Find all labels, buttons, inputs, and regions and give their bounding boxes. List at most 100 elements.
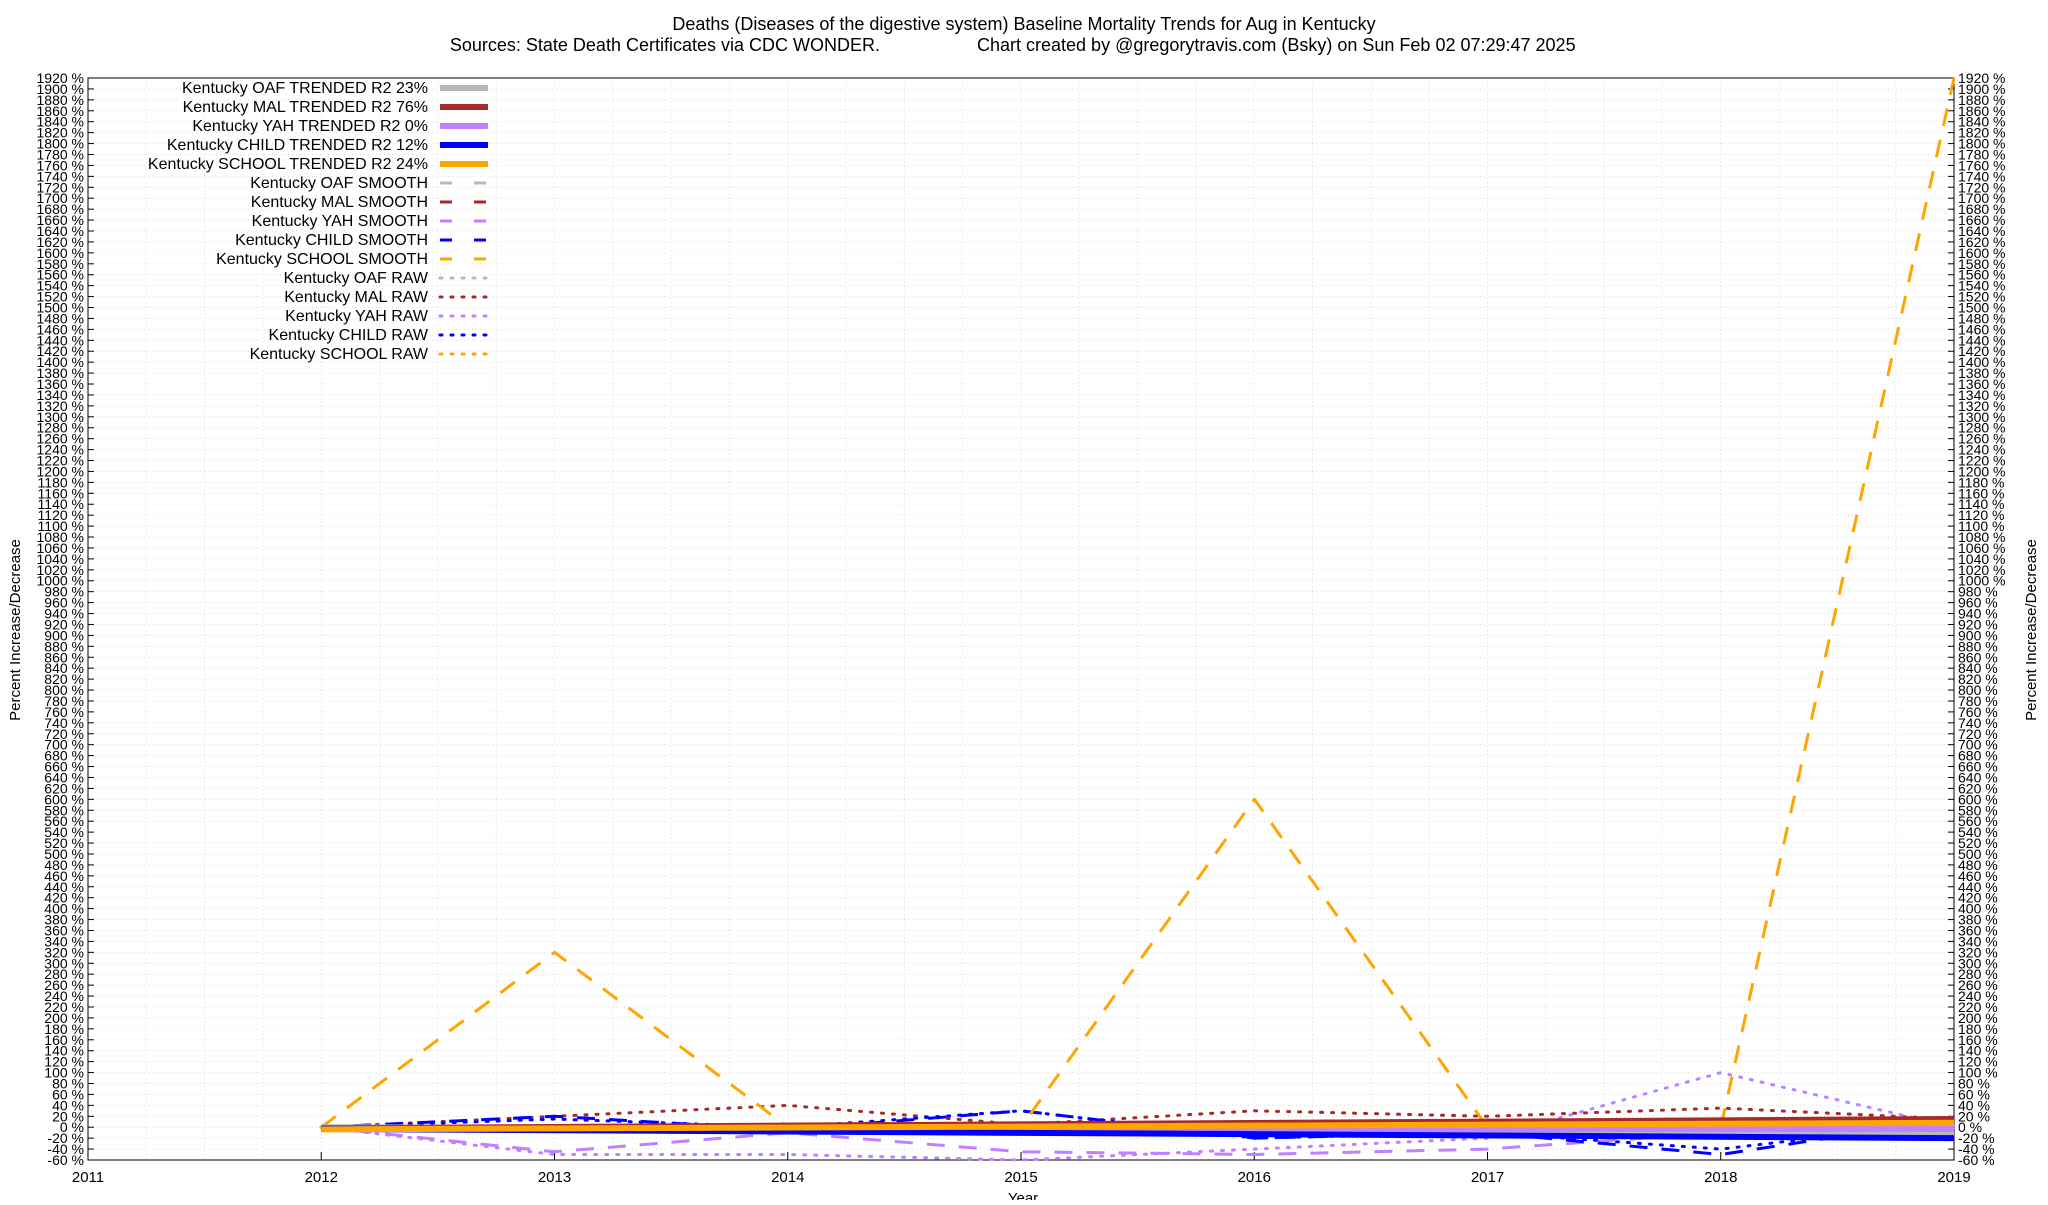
series-line-smooth-7 [321,1125,1955,1156]
y-tick-label-left: 20 % [52,1108,84,1124]
y-tick-label-right: 480 % [1958,857,1998,873]
y-tick-label-left: 1380 % [37,365,84,381]
y-axis-label-left: Percent Increase/Decrease [7,539,24,721]
y-tick-label-right: 1600 % [1958,245,2005,261]
y-tick-label-left: 1480 % [37,310,84,326]
y-tick-label-left: 680 % [44,748,84,764]
y-tick-label-left: 920 % [44,616,84,632]
y-tick-label-left: 760 % [44,704,84,720]
y-tick-label-right: 1140 % [1958,496,2004,512]
y-tick-label-left: 740 % [44,715,84,731]
y-tick-label-right: 600 % [1958,791,1998,807]
y-tick-label-right: 1000 % [1958,573,2005,589]
y-tick-label-left: 420 % [44,890,84,906]
y-tick-label-right: 1020 % [1958,562,2005,578]
x-tick-label: 2015 [1004,1169,1037,1186]
legend-label: Kentucky YAH RAW [285,308,429,325]
y-tick-label-right: 700 % [1958,737,1998,753]
y-tick-label-right: 1240 % [1958,442,2005,458]
y-tick-label-right: 1160 % [1958,485,2004,501]
y-tick-label-right: 1060 % [1958,540,2005,556]
series-line-trend-4 [321,1119,1955,1133]
y-tick-label-left: 880 % [44,638,84,654]
y-tick-label-left: 1700 % [37,190,84,206]
y-tick-label-left: 1840 % [37,114,84,130]
y-tick-label-right: 1620 % [1958,234,2005,250]
legend-label: Kentucky OAF RAW [284,270,429,287]
y-tick-label-right: 740 % [1958,715,1998,731]
y-tick-label-right: 520 % [1958,835,1998,851]
y-tick-label-left: 960 % [44,595,84,611]
y-tick-label-left: 1620 % [37,234,84,250]
y-tick-label-left: 660 % [44,759,84,775]
x-tick-label: 2012 [305,1169,338,1186]
x-tick-label: 2016 [1238,1169,1271,1186]
y-tick-label-left: 140 % [44,1043,84,1059]
y-tick-label-left: 220 % [44,999,84,1015]
y-tick-label-left: 260 % [44,977,84,993]
y-tick-label-left: -40 % [47,1141,84,1157]
y-tick-label-left: 780 % [44,693,84,709]
y-tick-label-left: 1680 % [37,201,84,217]
y-tick-label-left: 580 % [44,802,84,818]
y-tick-label-right: 1260 % [1958,431,2005,447]
y-tick-label-left: 1340 % [37,387,84,403]
y-tick-label-left: 180 % [44,1021,84,1037]
y-tick-label-left: 400 % [44,901,84,917]
y-tick-label-left: 1740 % [37,168,84,184]
y-tick-label-left: 860 % [44,649,84,665]
plot-frame [87,77,1955,1161]
legend-label: Kentucky OAF SMOOTH [250,175,428,192]
y-tick-label-left: 1720 % [37,179,84,195]
x-tick-label: 2017 [1471,1169,1504,1186]
y-tick-label-right: 180 % [1958,1021,1998,1037]
y-tick-label-left: 40 % [52,1097,84,1113]
legend: Kentucky OAF TRENDED R2 23% Kentucky MAL … [148,80,490,363]
y-tick-label-right: 1360 % [1958,376,2005,392]
y-tick-label-right: 540 % [1958,824,1998,840]
y-axis-label-right: Percent Increase/Decrease [2023,539,2040,721]
y-tick-label-left: 1920 % [37,70,84,86]
series-lines [319,77,1956,1162]
y-tick-label-right: 580 % [1958,802,1998,818]
y-tick-label-right: 100 % [1958,1065,1998,1081]
y-tick-label-left: 1440 % [37,332,84,348]
y-tick-label-left: 1160 % [38,485,84,501]
y-tick-label-right: 400 % [1958,901,1998,917]
y-tick-label-right: 840 % [1958,660,1998,676]
y-tick-label-right: 1120 % [1958,507,2004,523]
y-tick-label-right: 340 % [1958,933,1998,949]
y-tick-label-right: 1380 % [1958,365,2005,381]
y-tick-label-left: 1180 % [38,474,84,490]
y-tick-label-left: 1420 % [37,343,84,359]
y-tick-label-right: 120 % [1958,1054,1998,1070]
legend-label: Kentucky SCHOOL TRENDED R2 24% [148,156,428,173]
y-tick-label-right: 420 % [1958,890,1998,906]
legend-label: Kentucky YAH SMOOTH [252,213,428,230]
y-tick-label-right: 1180 % [1958,474,2004,490]
y-tick-label-left: -60 % [47,1152,84,1168]
y-tick-label-right: 1860 % [1958,103,2005,119]
legend-label: Kentucky CHILD TRENDED R2 12% [167,137,428,154]
y-tick-label-left: 560 % [44,813,84,829]
y-tick-label-left: 1820 % [37,125,84,141]
y-tick-label-left: 160 % [44,1032,84,1048]
y-tick-label-right: 800 % [1958,682,1998,698]
y-tick-label-left: 1260 % [37,431,84,447]
y-tick-label-right: 920 % [1958,616,1998,632]
y-tick-label-left: 0 % [60,1119,84,1135]
y-tick-label-left: 1080 % [37,529,84,545]
y-tick-label-right: 1900 % [1958,81,2005,97]
legend-label: Kentucky MAL TRENDED R2 76% [183,99,428,116]
y-tick-label-left: 360 % [44,922,84,938]
y-tick-label-right: 1200 % [1958,463,2005,479]
y-tick-label-right: 360 % [1958,922,1998,938]
y-tick-label-left: 800 % [44,682,84,698]
y-tick-label-left: 500 % [44,846,84,862]
y-tick-label-left: 1560 % [37,267,84,283]
y-tick-label-right: 680 % [1958,748,1998,764]
y-tick-label-left: 1400 % [37,354,84,370]
series-line-raw-13 [319,1109,1956,1151]
y-tick-label-left: 1240 % [37,442,84,458]
